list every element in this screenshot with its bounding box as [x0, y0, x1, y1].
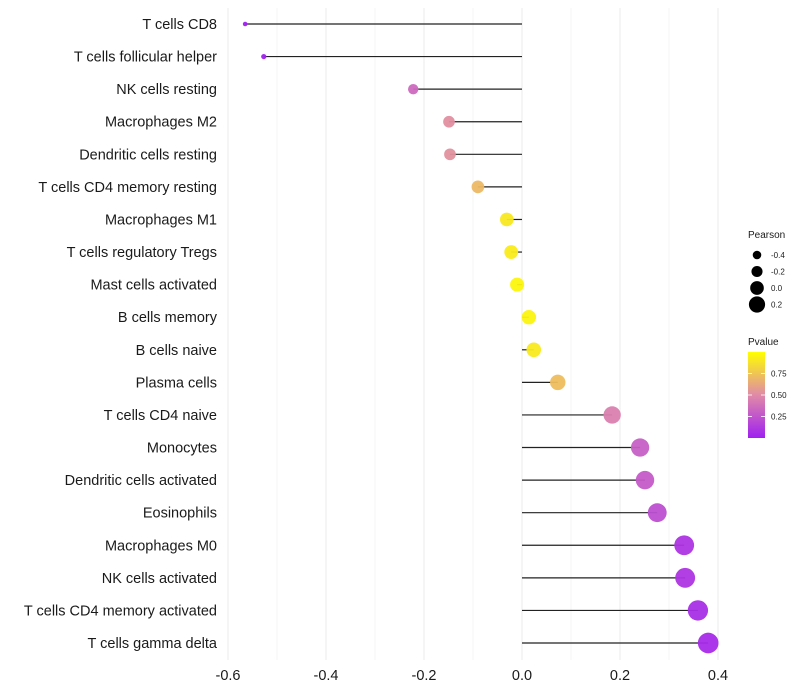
y-tick-label: B cells memory — [118, 310, 218, 326]
color-key-label: 0.25 — [771, 413, 787, 422]
data-point — [674, 535, 695, 556]
data-point — [630, 438, 650, 457]
x-tick-label: -0.2 — [412, 668, 437, 684]
color-legend: Pvalue 0.25 0.50 0.75 — [748, 337, 787, 438]
points — [242, 21, 719, 654]
y-tick-label: Monocytes — [147, 441, 217, 457]
x-tick-label: 0.0 — [512, 668, 532, 684]
y-tick-label: B cells naive — [136, 343, 217, 359]
y-tick-label: Plasma cells — [136, 375, 217, 391]
data-point — [603, 406, 621, 424]
size-key-label: -0.4 — [771, 251, 785, 260]
data-point — [526, 342, 542, 358]
y-tick-label: T cells regulatory Tregs — [67, 245, 217, 261]
size-key-circle — [751, 265, 763, 278]
color-bar — [748, 352, 765, 438]
color-legend-title: Pvalue — [748, 337, 779, 348]
data-point — [697, 632, 719, 654]
color-key-label: 0.75 — [771, 370, 787, 379]
data-point — [444, 148, 456, 161]
y-tick-label: T cells gamma delta — [88, 636, 218, 652]
y-tick-label: NK cells activated — [102, 571, 217, 587]
x-tick-label: -0.4 — [314, 668, 339, 684]
y-tick-label: T cells CD4 memory resting — [38, 180, 217, 196]
y-tick-label: Mast cells activated — [90, 278, 217, 294]
y-tick-label: Dendritic cells resting — [79, 147, 217, 163]
y-tick-label: T cells CD4 naive — [104, 408, 217, 424]
data-point — [675, 567, 696, 588]
size-legend: Pearson -0.4 -0.2 0.0 0.2 — [748, 230, 785, 313]
y-tick-label: Macrophages M1 — [105, 212, 217, 228]
data-point — [510, 277, 525, 292]
size-key-label: 0.0 — [771, 284, 783, 293]
size-key-label: -0.2 — [771, 268, 785, 277]
size-legend-title: Pearson — [748, 230, 785, 241]
data-point — [521, 309, 537, 325]
data-point — [504, 245, 519, 259]
y-tick-label: Macrophages M0 — [105, 538, 217, 554]
y-tick-label: NK cells resting — [116, 82, 217, 98]
data-point — [647, 503, 667, 523]
data-point — [635, 470, 655, 490]
y-tick-label: T cells CD8 — [142, 17, 217, 33]
x-tick-label: 0.4 — [708, 668, 728, 684]
grid-lines — [227, 8, 719, 660]
data-point — [443, 115, 455, 128]
y-axis-labels: T cells CD8 T cells follicular helper NK c… — [24, 17, 218, 652]
data-point — [408, 83, 419, 95]
data-point — [687, 600, 709, 621]
size-key-circle — [752, 250, 762, 260]
y-tick-label: Eosinophils — [143, 506, 217, 522]
data-point — [471, 180, 485, 194]
x-axis-labels: -0.6 -0.4 -0.2 0.0 0.2 0.4 — [216, 668, 729, 684]
data-point — [550, 374, 566, 391]
size-key-circle — [748, 296, 766, 313]
data-point — [499, 212, 514, 227]
x-tick-label: 0.2 — [610, 668, 630, 684]
data-point — [261, 53, 267, 60]
color-key-label: 0.50 — [771, 391, 787, 400]
y-tick-label: Macrophages M2 — [105, 115, 217, 131]
y-tick-label: Dendritic cells activated — [65, 473, 217, 489]
data-point — [242, 21, 248, 27]
stems — [245, 23, 709, 644]
legend: Pearson -0.4 -0.2 0.0 0.2 Pvalue 0.25 0.50 0.… — [748, 230, 787, 438]
size-key-label: 0.2 — [771, 301, 783, 310]
x-tick-label: -0.6 — [216, 668, 241, 684]
y-tick-label: T cells CD4 memory activated — [24, 603, 217, 619]
size-key-circle — [750, 281, 764, 295]
y-tick-label: T cells follicular helper — [74, 50, 217, 66]
